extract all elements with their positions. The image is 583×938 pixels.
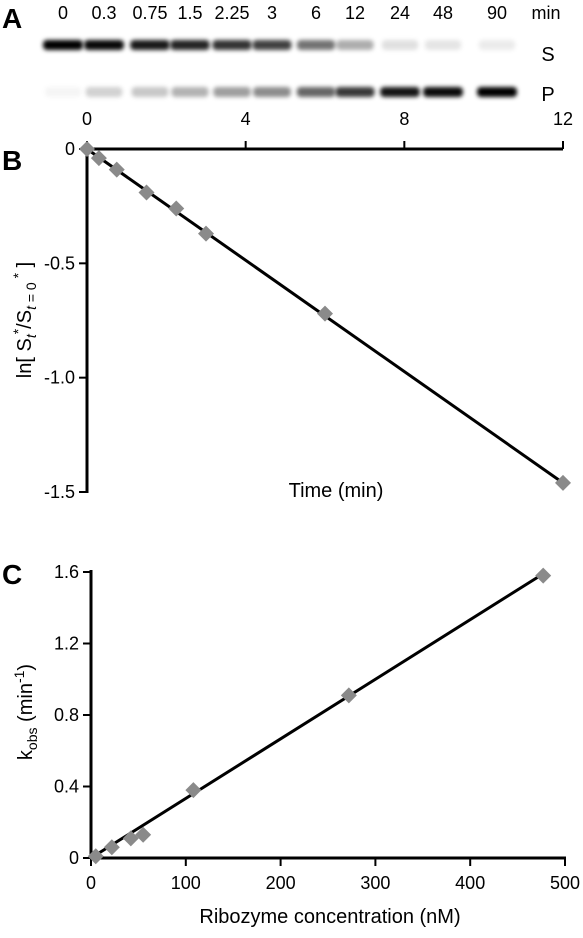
substrate-band [212, 40, 252, 50]
substrate-band [130, 40, 170, 50]
gel-lane-label: 6 [311, 3, 321, 23]
gel-lane-label: 1.5 [177, 3, 202, 23]
x-axis-label-b: Time (min) [289, 480, 384, 502]
gel-lane-label: 3 [267, 3, 277, 23]
gel-lane-label: 12 [345, 3, 365, 23]
y-axis-label-c: kobs (min-1) [11, 664, 40, 760]
panel-label-c: C [2, 559, 22, 590]
substrate-band [296, 40, 336, 50]
data-point-c [135, 826, 152, 843]
band-label-substrate: S [541, 44, 554, 66]
substrate-band [478, 40, 516, 50]
x-axis-label-c: Ribozyme concentration (nM) [199, 906, 460, 928]
gel-lane-label: 0.3 [91, 3, 116, 23]
panel-label-a: A [2, 3, 22, 34]
product-band [171, 87, 209, 97]
x-tick-label-b: 12 [553, 109, 573, 129]
data-point-c [535, 567, 552, 584]
product-band [380, 87, 420, 97]
product-band [131, 87, 169, 97]
data-point-b [198, 225, 214, 242]
gel-lane-label: 24 [390, 3, 410, 23]
product-band [85, 87, 123, 97]
gel-unit-label: min [531, 3, 560, 23]
x-tick-label-c: 100 [171, 873, 201, 893]
product-band [213, 87, 251, 97]
y-tick-label-b: -1.5 [44, 482, 75, 502]
x-ticks-c: 0 100 200 300 400 500 [86, 858, 580, 893]
y-axis-label-b: ln[ St*/St = 0 * ] [10, 262, 39, 378]
gel-lane-label: 0.75 [132, 3, 167, 23]
y-tick-label-c: 0.8 [54, 705, 79, 725]
product-band [44, 87, 82, 97]
data-point-c [103, 839, 120, 856]
x-tick-label-c: 0 [86, 873, 96, 893]
x-tick-label-c: 200 [266, 873, 296, 893]
gel-lane-label: 2.25 [214, 3, 249, 23]
product-band [477, 87, 517, 97]
y-tick-label-b: -1.0 [44, 368, 75, 388]
x-tick-label-b: 8 [399, 109, 409, 129]
gel-bands [43, 40, 517, 97]
data-point-b [79, 141, 95, 157]
y-tick-label-c: 1.6 [54, 562, 79, 582]
x-tick-label-b: 0 [82, 109, 92, 129]
gel-lane-labels: 0 0.3 0.75 1.5 2.25 3 6 12 24 48 90 [58, 3, 507, 23]
data-point-b [168, 200, 185, 217]
data-points-c [87, 567, 552, 865]
data-point-c [87, 848, 104, 865]
product-band [253, 87, 291, 97]
data-point-c [185, 782, 202, 799]
chart-b: B 0 4 8 12 0 -0.5 -1.0 -1.5 Time (min) ln[ St*… [2, 109, 573, 502]
y-tick-label-b: 0 [65, 139, 75, 159]
substrate-band [170, 40, 210, 50]
data-point-b [317, 305, 333, 322]
substrate-band [336, 40, 374, 50]
data-point-b [108, 161, 125, 178]
x-tick-label-c: 400 [455, 873, 485, 893]
y-tick-label-c: 0.4 [54, 777, 79, 797]
x-ticks-b: 0 4 8 12 [82, 109, 573, 149]
product-band [423, 87, 463, 97]
substrate-band [252, 40, 292, 50]
gel-lane-label: 0 [58, 3, 68, 23]
fit-line-c [90, 570, 547, 860]
product-band [296, 87, 336, 97]
x-tick-label-c: 300 [360, 873, 390, 893]
gel-lane-label: 48 [433, 3, 453, 23]
data-point-c [340, 687, 357, 704]
y-tick-label-c: 1.2 [54, 634, 79, 654]
substrate-band [43, 40, 83, 50]
y-tick-label-b: -0.5 [44, 253, 75, 273]
y-ticks-b: 0 -0.5 -1.0 -1.5 [44, 139, 87, 502]
substrate-band [84, 40, 124, 50]
gel-panel: A 0 0.3 0.75 1.5 2.25 3 6 12 24 48 90 min S P [2, 3, 561, 106]
band-label-product: P [541, 84, 554, 106]
gel-lane-label: 90 [487, 3, 507, 23]
data-point-b [555, 474, 571, 491]
panel-label-b: B [2, 145, 22, 176]
product-band [335, 87, 375, 97]
data-points-b [79, 141, 571, 491]
x-tick-label-b: 4 [241, 109, 251, 129]
chart-c: C 0 100 200 300 400 500 0 0.4 0.8 1.2 1.6 Ribozym… [2, 559, 580, 928]
data-point-b [90, 150, 107, 167]
data-point-c [122, 830, 139, 847]
x-tick-label-c: 500 [550, 873, 580, 893]
data-point-b [138, 184, 155, 201]
y-ticks-c: 0 0.4 0.8 1.2 1.6 [54, 562, 91, 868]
substrate-band [381, 40, 419, 50]
substrate-band [424, 40, 462, 50]
y-tick-label-c: 0 [69, 848, 79, 868]
